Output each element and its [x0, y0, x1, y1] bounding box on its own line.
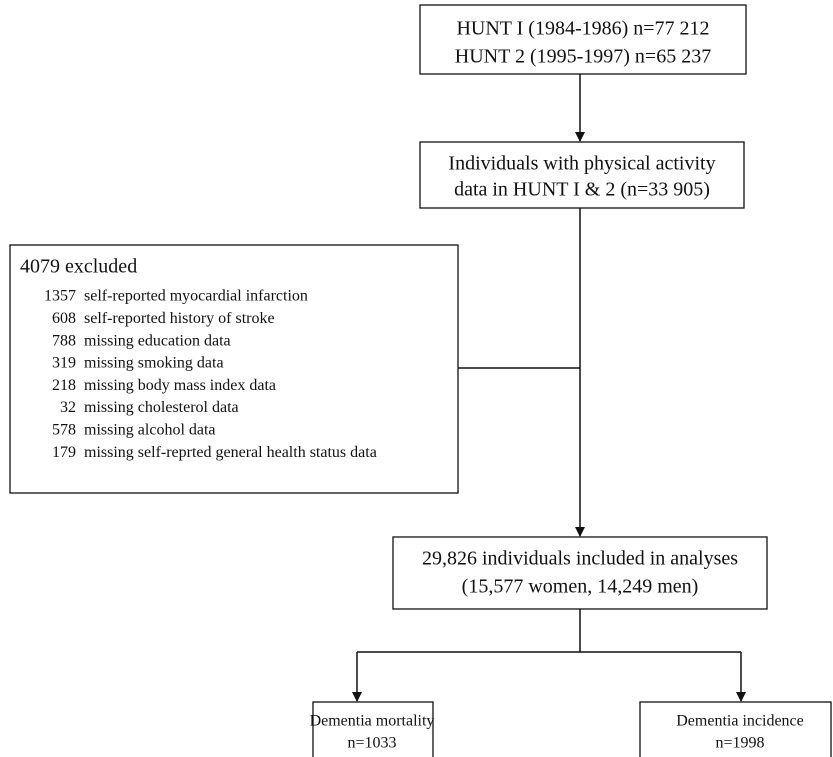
excluded-label: missing alcohol data	[84, 421, 216, 438]
node-text: Individuals with physical activity	[448, 153, 715, 175]
node-text: Dementia mortality	[310, 713, 435, 730]
excluded-count: 1357	[44, 288, 76, 305]
node-text: 29,826 individuals included in analyses	[422, 548, 738, 570]
excluded-label: missing smoking data	[84, 355, 224, 372]
node-text: Dementia incidence	[676, 713, 804, 730]
excluded-count: 608	[52, 310, 76, 327]
excluded-count: 578	[52, 421, 76, 438]
node-text: HUNT I (1984-1986) n=77 212	[456, 18, 709, 40]
excluded-label: self-reported myocardial infarction	[84, 288, 308, 305]
node-text: n=1998	[715, 735, 764, 752]
node-text: (15,577 women, 14,249 men)	[462, 576, 699, 598]
box	[392, 536, 768, 610]
node-text: HUNT 2 (1995-1997) n=65 237	[455, 46, 711, 68]
excluded-label: missing cholesterol data	[84, 399, 239, 416]
excluded-list: 1357 self-reported myocardial infarction 6…	[44, 288, 377, 461]
excluded-label: missing body mass index data	[84, 377, 276, 394]
excluded-count: 218	[52, 377, 76, 394]
excluded-count: 319	[52, 355, 76, 372]
box	[312, 701, 434, 757]
node-text: data in HUNT I & 2 (n=33 905)	[454, 179, 710, 201]
node-text: n=1033	[347, 735, 396, 752]
excluded-count: 32	[60, 399, 76, 416]
connectors	[352, 74, 746, 702]
excluded-label: missing self-reprted general health stat…	[84, 444, 377, 461]
excluded-count: 179	[52, 444, 76, 461]
excluded-count: 788	[52, 332, 76, 349]
excluded-title: 4079 excluded	[20, 256, 137, 278]
box	[639, 701, 832, 757]
box	[9, 244, 459, 494]
excluded-label: self-reported history of stroke	[84, 310, 275, 327]
box	[419, 4, 747, 75]
box	[419, 141, 745, 209]
excluded-label: missing education data	[84, 332, 231, 349]
